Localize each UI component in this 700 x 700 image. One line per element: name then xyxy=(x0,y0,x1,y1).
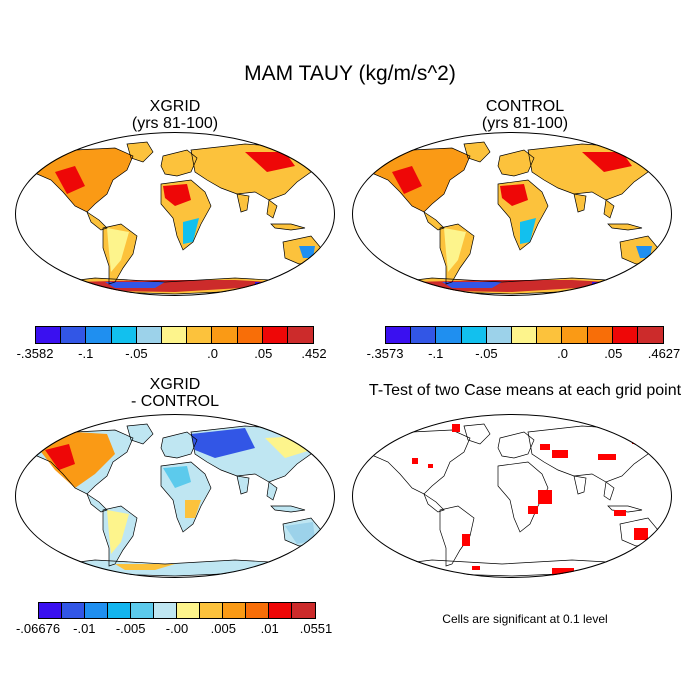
colorbar-swatch xyxy=(200,603,223,618)
map-diff xyxy=(15,414,335,578)
colorbar-tick-label: -.3582 xyxy=(16,346,54,361)
map-control xyxy=(352,132,672,296)
colorbar-swatch xyxy=(212,327,238,343)
colorbar-tick-label: -.1 xyxy=(78,346,94,361)
colorbar-swatch xyxy=(223,603,246,618)
colorbar-swatch xyxy=(486,327,512,343)
colorbar-swatch xyxy=(436,327,462,343)
colorbar-tick-label: -.1 xyxy=(428,346,444,361)
colorbar-tick-label: .0 xyxy=(557,346,568,361)
colorbar-swatch xyxy=(187,327,213,343)
colorbar-swatch xyxy=(612,327,638,343)
panel-title-line2: (yrs 81-100) xyxy=(481,115,569,132)
colorbar-tick-label: -.05 xyxy=(475,346,498,361)
colorbar-tick-label: .005 xyxy=(210,621,236,636)
colorbar-swatch xyxy=(292,603,315,618)
colorbar-swatch xyxy=(386,327,412,343)
panel-title-ttest: T-Test of two Case means at each grid po… xyxy=(350,382,700,399)
colorbar-swatch xyxy=(111,327,137,343)
colorbar-diff xyxy=(38,602,316,619)
colorbar-swatch xyxy=(86,327,112,343)
colorbar-swatch xyxy=(136,327,162,343)
colorbar-tick-label: -.06676 xyxy=(15,621,61,636)
colorbar-swatch xyxy=(411,327,437,343)
colorbar-tick-label: -.3573 xyxy=(366,346,404,361)
colorbar-swatch xyxy=(237,327,263,343)
colorbar-swatch xyxy=(85,603,108,618)
colorbar-tick-label: -.01 xyxy=(73,621,96,636)
colorbar-control xyxy=(385,326,664,344)
colorbar-swatch xyxy=(39,603,62,618)
panel-title-diff: XGRID - CONTROL xyxy=(75,376,275,410)
colorbar-swatch xyxy=(562,327,588,343)
colorbar-xgrid xyxy=(35,326,314,344)
significance-note: Cells are significant at 0.1 level xyxy=(442,612,608,626)
colorbar-swatch xyxy=(637,327,664,343)
colorbar-swatch xyxy=(246,603,269,618)
panel-title-line2: (yrs 81-100) xyxy=(131,115,219,132)
colorbar-tick-label: -.05 xyxy=(125,346,148,361)
colorbar-swatch xyxy=(61,327,87,343)
colorbar-swatch xyxy=(177,603,200,618)
colorbar-tick-label: .01 xyxy=(260,621,279,636)
colorbar-swatch xyxy=(161,327,188,343)
map-xgrid xyxy=(15,132,335,296)
colorbar-swatch xyxy=(131,603,154,618)
colorbar-swatch xyxy=(461,327,487,343)
panel-title-control: CONTROL (yrs 81-100) xyxy=(425,98,625,132)
panel-title-line1: CONTROL xyxy=(485,98,565,115)
colorbar-tick-label: .05 xyxy=(254,346,273,361)
colorbar-swatch xyxy=(587,327,613,343)
colorbar-tick-label: .4627 xyxy=(647,346,681,361)
colorbar-swatch xyxy=(511,327,538,343)
colorbar-tick-label: .452 xyxy=(301,346,327,361)
colorbar-tick-label: .0 xyxy=(207,346,218,361)
panel-title-line1: T-Test of two Case means at each grid po… xyxy=(368,382,682,399)
colorbar-tick-label: -.00 xyxy=(165,621,189,636)
figure-title: MAM TAUY (kg/m/s^2) xyxy=(244,62,456,85)
panel-title-xgrid: XGRID (yrs 81-100) xyxy=(75,98,275,132)
panel-title-line1: XGRID xyxy=(149,376,201,393)
colorbar-swatch xyxy=(262,327,288,343)
panel-title-line2: - CONTROL xyxy=(131,393,219,410)
map-ttest xyxy=(352,414,672,578)
colorbar-swatch xyxy=(154,603,177,618)
colorbar-swatch xyxy=(36,327,62,343)
colorbar-tick-label: .05 xyxy=(604,346,623,361)
colorbar-swatch xyxy=(287,327,314,343)
colorbar-swatch xyxy=(108,603,131,618)
colorbar-swatch xyxy=(269,603,292,618)
colorbar-swatch xyxy=(537,327,563,343)
colorbar-tick-label: .0551 xyxy=(299,621,333,636)
colorbar-tick-label: -.005 xyxy=(115,621,146,636)
colorbar-swatch xyxy=(62,603,85,618)
panel-title-line1: XGRID xyxy=(149,98,201,115)
